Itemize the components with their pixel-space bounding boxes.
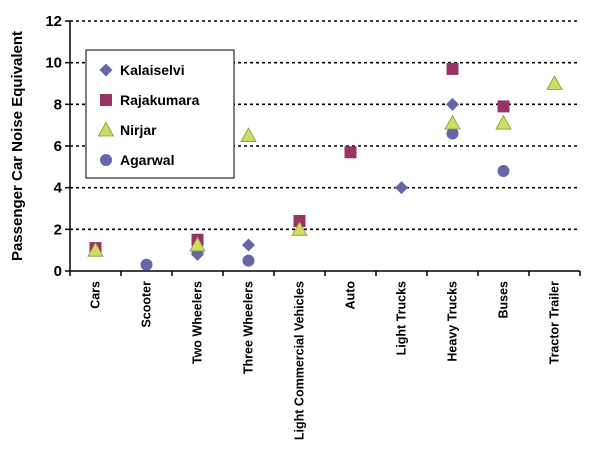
x-category-label: Buses xyxy=(497,281,511,319)
data-point-circle xyxy=(140,258,153,271)
data-point-triangle xyxy=(240,127,257,142)
legend-label: Kalaiselvi xyxy=(120,62,185,78)
x-category-label: Three Wheelers xyxy=(242,281,256,374)
data-point-square xyxy=(497,100,510,113)
data-point-circle xyxy=(242,254,255,267)
data-point-square xyxy=(446,62,459,75)
x-category-label: Light Trucks xyxy=(395,281,409,355)
data-point-triangle xyxy=(189,236,206,252)
data-point-triangle xyxy=(87,241,104,257)
data-point-diamond xyxy=(242,238,255,252)
legend-diamond-icon xyxy=(99,63,113,77)
y-tick-label: 6 xyxy=(54,138,62,155)
y-tick-label: 12 xyxy=(45,13,62,30)
data-point-diamond xyxy=(395,181,408,195)
data-point-diamond xyxy=(446,97,459,111)
legend-circle-icon xyxy=(100,154,112,166)
x-category-label: Light Commercial Vehicles xyxy=(293,281,307,440)
data-point-triangle xyxy=(495,114,512,130)
data-point-circle xyxy=(497,165,510,177)
y-tick-label: 4 xyxy=(54,180,63,197)
x-category-label: Scooter xyxy=(140,281,154,328)
y-tick-label: 8 xyxy=(54,96,62,113)
y-tick-label: 0 xyxy=(54,263,62,280)
axes xyxy=(65,20,581,276)
y-tick-label: 2 xyxy=(54,221,62,238)
data-point-triangle xyxy=(444,114,461,130)
legend-label: Agarwal xyxy=(120,152,174,168)
x-category-labels: Cars Scooter Two Wheelers Three Wheelers Lig… xyxy=(89,281,562,440)
data-points xyxy=(87,62,563,271)
legend: Kalaiselvi Rajakumara Nirjar Agarwal xyxy=(85,49,235,179)
legend-triangle-icon xyxy=(97,121,115,137)
legend-label: Rajakumara xyxy=(120,92,200,108)
y-axis-title: Passenger Car Noise Equivalent xyxy=(9,31,26,261)
x-category-label: Two Wheelers xyxy=(191,281,205,364)
data-point-triangle xyxy=(546,75,563,90)
x-category-label: Tractor Trailer xyxy=(548,281,562,365)
x-category-label: Auto xyxy=(344,281,358,310)
legend-square-icon xyxy=(100,94,112,106)
legend-label: Nirjar xyxy=(120,122,157,138)
y-tick-labels: 0 2 4 6 8 10 12 xyxy=(45,13,62,280)
data-point-square xyxy=(293,215,306,227)
x-category-label: Heavy Trucks xyxy=(446,281,460,362)
x-category-label: Cars xyxy=(89,281,103,309)
data-point-circle xyxy=(446,127,459,140)
data-point-triangle xyxy=(291,221,308,236)
data-point-square xyxy=(344,146,357,159)
y-tick-label: 10 xyxy=(45,55,62,72)
